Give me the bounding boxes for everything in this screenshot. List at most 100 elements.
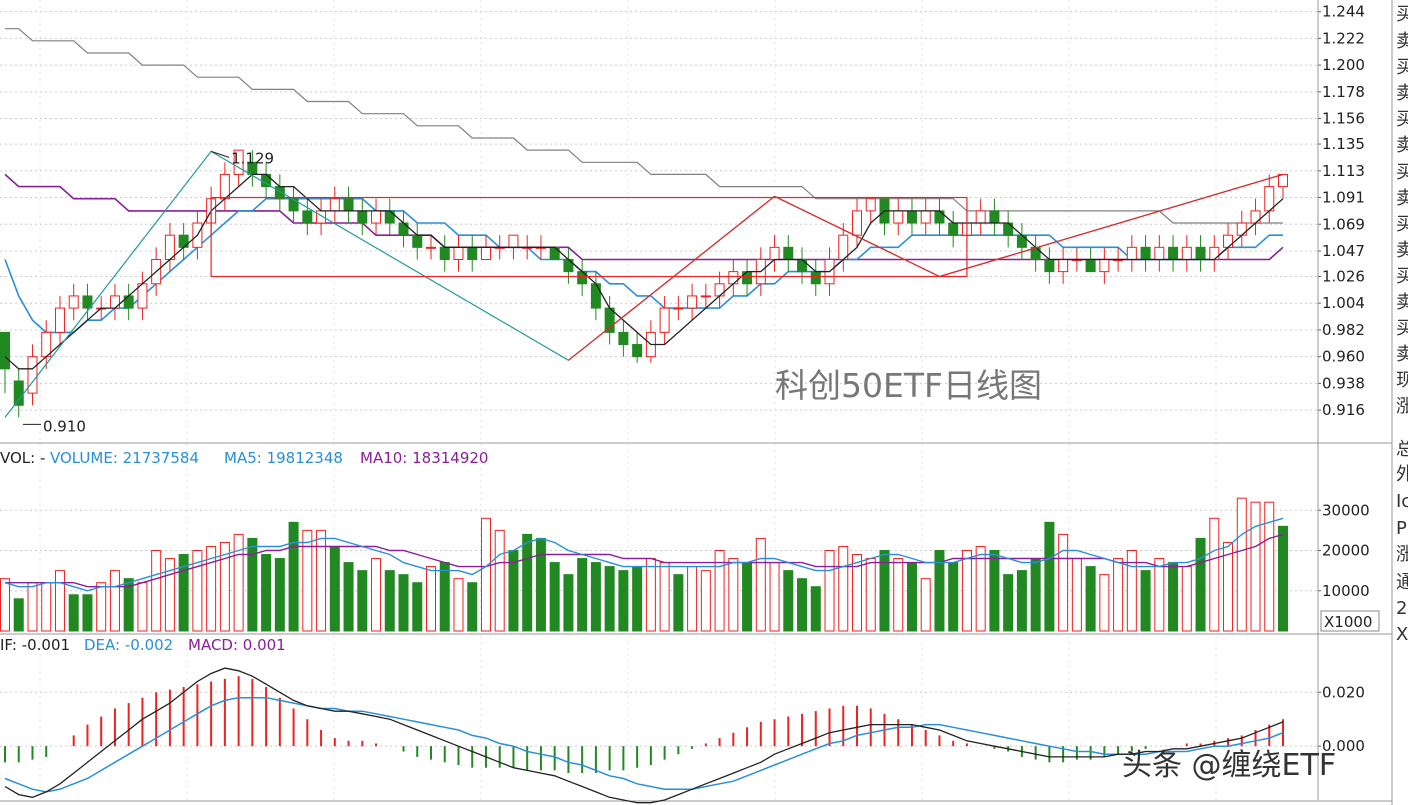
volume-bar bbox=[865, 558, 876, 632]
candle-body bbox=[1250, 210, 1261, 224]
volume-bar bbox=[41, 582, 52, 632]
side-char: 卖 bbox=[1396, 135, 1408, 156]
candle-body bbox=[742, 271, 753, 285]
candle-body bbox=[783, 246, 794, 260]
side-char: 卖 bbox=[1396, 188, 1408, 209]
candle-body bbox=[467, 246, 478, 260]
ma-mid-path bbox=[4, 197, 1283, 334]
volume-bar bbox=[480, 517, 491, 632]
volume-bar bbox=[1154, 558, 1165, 632]
volume-bar bbox=[123, 578, 134, 632]
side-char: 买 bbox=[1396, 214, 1408, 235]
candle-body bbox=[233, 149, 244, 175]
volume-bar bbox=[810, 586, 821, 632]
volume-bar bbox=[412, 582, 423, 632]
candle-body bbox=[852, 210, 862, 236]
price-tick-label: 1.091 bbox=[1322, 189, 1365, 207]
volume-bar bbox=[632, 566, 643, 632]
volume-bar bbox=[1030, 558, 1041, 632]
price-tick-label: 1.026 bbox=[1322, 267, 1365, 285]
candle-body bbox=[687, 295, 698, 309]
volume-bar bbox=[893, 558, 904, 632]
volume-unit: X1000 bbox=[1324, 613, 1372, 631]
side-char: 外 bbox=[1396, 464, 1408, 485]
candle-body bbox=[1140, 246, 1151, 260]
volume-bar bbox=[1003, 574, 1014, 632]
volume-bar bbox=[1195, 537, 1206, 632]
candle-body bbox=[673, 307, 684, 310]
candle-body bbox=[68, 295, 79, 309]
candle-body bbox=[412, 234, 423, 248]
volume-bar bbox=[1016, 570, 1027, 632]
watermark: 头条 @缠绕ETF bbox=[1122, 748, 1336, 783]
consolidation-box bbox=[210, 196, 968, 278]
volume-bar bbox=[1113, 558, 1124, 632]
volume-bar bbox=[838, 545, 849, 632]
zigzag-path bbox=[4, 150, 1284, 418]
volume-bar bbox=[1181, 566, 1192, 632]
volume-bar bbox=[13, 598, 24, 632]
volume-bar bbox=[1209, 517, 1220, 632]
volume-bar bbox=[563, 574, 574, 632]
side-char: Ic bbox=[1396, 491, 1408, 512]
candle-body bbox=[13, 380, 24, 406]
volume-bar bbox=[934, 550, 945, 632]
macd-panel: IF: -0.001 DEA: -0.002 MACD: 0.001 bbox=[0, 636, 1284, 804]
price-tick-label: 0.916 bbox=[1322, 401, 1365, 419]
candle-body bbox=[769, 246, 780, 260]
volume-bar bbox=[1168, 562, 1179, 632]
side-char: 涨 bbox=[1396, 396, 1408, 417]
candle-body bbox=[426, 246, 436, 249]
candle-body bbox=[439, 246, 450, 260]
volume-bar bbox=[961, 550, 972, 632]
volume-bar bbox=[1250, 501, 1261, 632]
side-char: 买 bbox=[1396, 4, 1408, 25]
macd-lines bbox=[4, 667, 1284, 804]
volume-bar bbox=[645, 558, 656, 632]
candle-body bbox=[1016, 234, 1027, 248]
volume-bar bbox=[398, 574, 409, 632]
macd-header-dif: IF: -0.001 bbox=[0, 636, 70, 654]
volume-bar bbox=[219, 541, 230, 632]
volume-bar bbox=[714, 550, 725, 632]
volume-bar bbox=[1099, 574, 1110, 632]
candle-body bbox=[1003, 222, 1014, 236]
side-char: 现 bbox=[1396, 370, 1408, 391]
candle-body bbox=[54, 307, 65, 333]
candle-body bbox=[934, 210, 945, 224]
volume-bar bbox=[522, 533, 533, 632]
volume-bar bbox=[151, 550, 162, 632]
trendline-down bbox=[774, 195, 940, 278]
volume-bar bbox=[1236, 497, 1247, 632]
volume-bar bbox=[659, 562, 670, 632]
volume-bar bbox=[96, 582, 107, 632]
candle-body bbox=[27, 356, 38, 394]
volume-bar bbox=[357, 570, 368, 632]
volume-bar bbox=[261, 554, 272, 632]
macd-tick-label: 0.020 bbox=[1322, 683, 1365, 701]
price-tick-label: 1.069 bbox=[1322, 215, 1365, 233]
volume-bar bbox=[700, 570, 711, 632]
side-char: X bbox=[1396, 624, 1408, 645]
y-axis: 1.244 1.222 1.200 1.178 1.156 1.135 1.113 1.091… bbox=[1318, 3, 1370, 755]
candle-body bbox=[1085, 258, 1096, 273]
volume-bar bbox=[769, 562, 780, 632]
volume-bar bbox=[1071, 558, 1082, 632]
volume-bar bbox=[728, 558, 739, 632]
side-char: 卖 bbox=[1396, 344, 1408, 365]
volume-bar bbox=[742, 562, 753, 632]
candle-body bbox=[1195, 246, 1206, 260]
volume-bar bbox=[329, 545, 340, 632]
volume-bars bbox=[0, 497, 1288, 632]
volume-bar bbox=[1058, 533, 1069, 632]
volume-bar bbox=[852, 554, 862, 632]
volume-bar bbox=[824, 550, 835, 632]
annotation-low: 0.910 bbox=[43, 417, 86, 435]
volume-bar bbox=[343, 562, 354, 632]
volume-bar bbox=[467, 582, 478, 632]
volume-bar bbox=[316, 529, 327, 632]
candle-body bbox=[865, 198, 876, 212]
price-tick-label: 1.004 bbox=[1322, 294, 1365, 312]
volume-bar bbox=[673, 574, 684, 632]
annotation-high-pointer bbox=[210, 150, 230, 158]
